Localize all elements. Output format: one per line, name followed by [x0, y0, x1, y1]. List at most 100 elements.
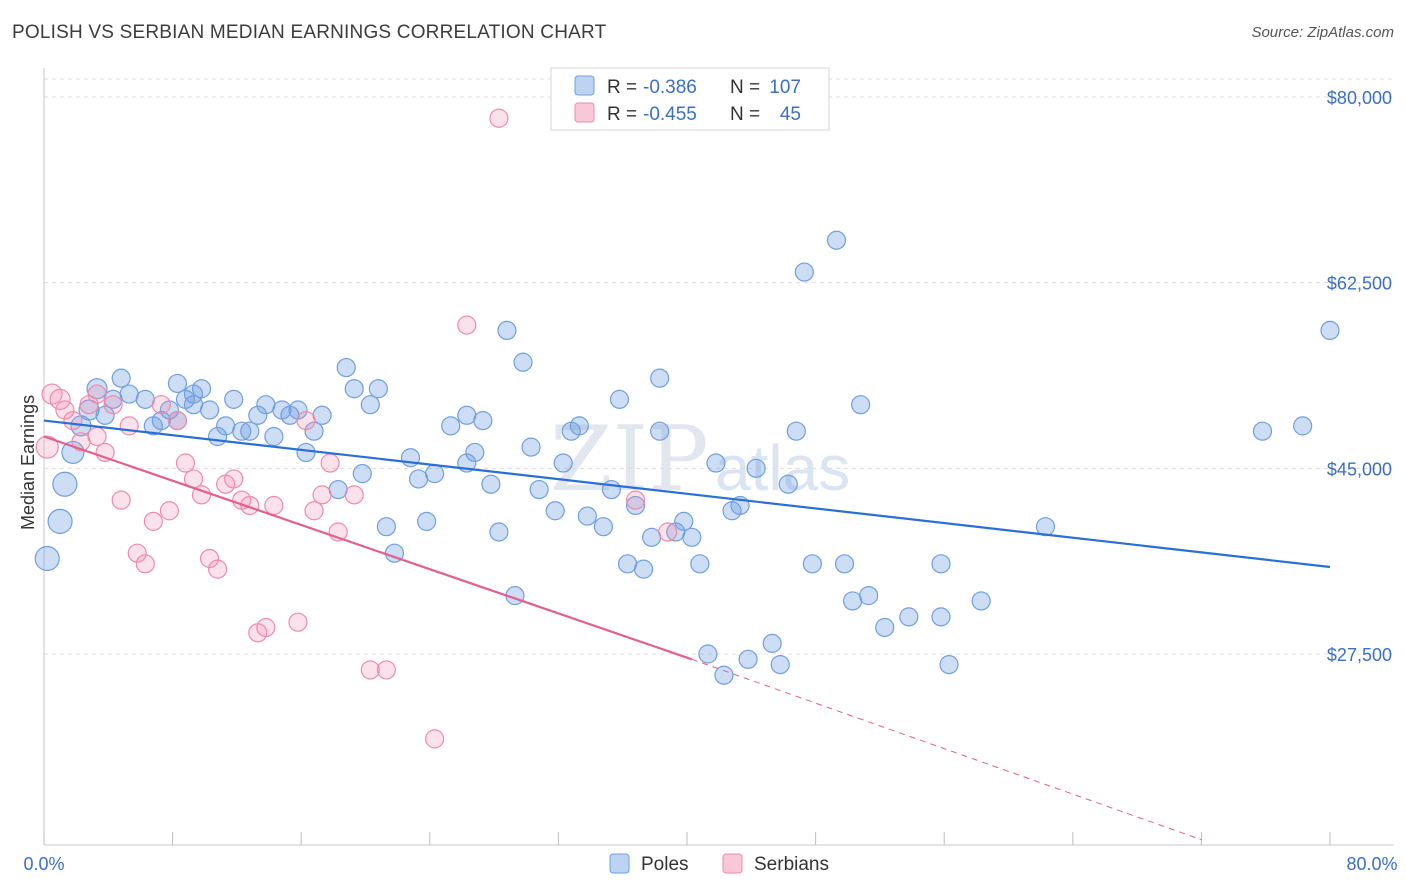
poles-point-40: [360, 395, 380, 415]
y-axis-label: Median Earnings: [18, 395, 38, 530]
serbians-point-40: [425, 729, 445, 749]
grid: [44, 78, 1394, 655]
poles-point-2: [52, 471, 78, 497]
poles-point-39: [352, 464, 372, 484]
y-tick-label-1: $62,500: [1327, 274, 1392, 294]
serbians-point-3: [55, 400, 75, 420]
poles-point-33: [296, 442, 316, 463]
poles-point-36: [328, 479, 348, 500]
serbians-point-7: [87, 426, 107, 447]
serbians-point-8: [87, 384, 107, 404]
trend-lines: [43, 419, 1331, 841]
poles-point-83: [738, 649, 758, 669]
poles-point-51: [465, 442, 485, 463]
poles-point-41: [368, 379, 388, 399]
poles-point-29: [264, 426, 284, 447]
serbians-point-14: [135, 554, 155, 574]
poles-point-6: [86, 378, 108, 400]
serbians-point-25: [224, 469, 244, 489]
poles-point-23: [216, 416, 236, 436]
serbians-point-29: [256, 617, 276, 638]
poles-point-59: [529, 479, 549, 500]
serbians-point-32: [296, 410, 316, 431]
poles-point-77: [690, 554, 710, 574]
chart-title: POLISH VS SERBIAN MEDIAN EARNINGS CORREL…: [12, 22, 607, 43]
bottom-legend-poles-label: Poles: [641, 854, 689, 875]
poles-point-97: [899, 607, 919, 627]
poles-point-50: [457, 405, 477, 425]
serbians-trend-line: [43, 435, 693, 661]
poles-point-61: [553, 453, 573, 473]
poles-point-13: [151, 410, 171, 431]
poles-point-57: [513, 352, 533, 372]
legend: R = -0.386 N = 107 R = -0.455 N = 45: [550, 67, 830, 131]
poles-trend-line: [43, 419, 1331, 569]
x-tick-label-left: 0.0%: [23, 854, 64, 874]
legend-poles-n-label: N =: [730, 77, 760, 98]
poles-point-0: [34, 545, 60, 572]
poles-point-65: [593, 517, 614, 537]
poles-point-3: [61, 440, 85, 465]
poles-point-7: [95, 405, 115, 425]
serbians-point-41: [457, 315, 477, 335]
serbians-point-35: [320, 453, 340, 473]
serbians-point-13: [127, 543, 147, 563]
poles-point-28: [256, 395, 276, 415]
poles-point-73: [650, 368, 670, 388]
legend-serbians-r-value: -0.455: [643, 104, 697, 125]
bottom-legend-poles-swatch: [609, 853, 630, 874]
poles-point-52: [473, 410, 493, 431]
legend-serbians-n-label: N =: [730, 104, 760, 125]
poles-point-71: [642, 527, 662, 547]
poles-point-32: [288, 400, 308, 420]
poles-point-68: [617, 554, 638, 574]
poles-point-58: [521, 437, 541, 457]
legend-serbians-r-label: R =: [607, 104, 637, 125]
poles-point-79: [706, 453, 726, 473]
poles-point-42: [376, 517, 396, 537]
poles-point-11: [135, 389, 155, 409]
poles-point-100: [939, 655, 959, 675]
poles-point-91: [826, 230, 847, 250]
poles-point-21: [199, 400, 220, 420]
poles-point-1: [47, 508, 73, 534]
poles-point-93: [842, 591, 863, 611]
serbians-point-11: [111, 490, 131, 510]
poles-point-20: [191, 379, 212, 399]
serbians-point-23: [208, 559, 228, 579]
chart-source: Source: ZipAtlas.com: [1251, 24, 1394, 41]
legend-serbians-swatch: [574, 102, 595, 123]
poles-point-85: [762, 633, 782, 653]
poles-point-78: [698, 644, 718, 664]
poles-point-96: [875, 617, 895, 638]
poles-point-98: [931, 607, 951, 627]
poles-point-34: [304, 421, 324, 441]
poles-point-70: [633, 559, 654, 579]
serbians-point-2: [49, 388, 71, 410]
y-tick-label-3: $27,500: [1327, 645, 1392, 665]
poles-point-66: [601, 479, 622, 500]
poles-point-94: [851, 395, 871, 415]
data-points: [34, 108, 1340, 749]
serbians-point-4: [63, 410, 83, 431]
serbians-point-6: [79, 395, 99, 415]
poles-point-54: [489, 522, 509, 542]
serbians-trend-extension: [691, 658, 1202, 841]
poles-point-88: [786, 421, 806, 441]
x-ticks: [43, 832, 1331, 845]
poles-point-45: [408, 469, 429, 489]
axes: [43, 68, 1394, 846]
poles-point-87: [778, 474, 798, 494]
y-tick-label-2: $45,000: [1327, 459, 1392, 479]
serbians-point-43: [625, 490, 646, 510]
poles-point-67: [609, 389, 630, 409]
legend-poles-r-label: R =: [607, 77, 637, 98]
serbians-point-0: [35, 435, 59, 459]
poles-point-60: [545, 501, 565, 521]
x-tick-label-right: 80.0%: [1346, 854, 1397, 874]
serbians-point-39: [376, 660, 396, 680]
poles-point-63: [569, 416, 589, 436]
poles-point-86: [770, 655, 790, 675]
poles-point-69: [625, 495, 646, 516]
